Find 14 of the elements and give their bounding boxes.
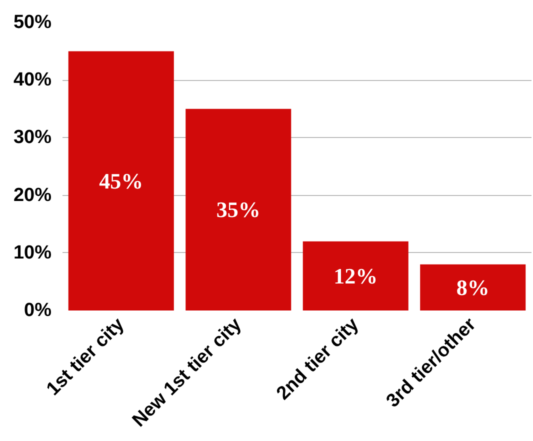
y-tick-label: 50% — [13, 12, 52, 33]
y-tick-label: 20% — [13, 184, 52, 206]
y-tick-label: 10% — [13, 242, 52, 264]
bar — [420, 264, 526, 310]
data-label: 8% — [456, 274, 490, 300]
bar — [68, 51, 174, 310]
data-label: 45% — [99, 168, 144, 194]
data-label: 35% — [216, 197, 260, 222]
y-tick-label: 0% — [24, 300, 52, 321]
bar — [186, 108, 292, 310]
bar — [302, 241, 408, 310]
data-label: 12% — [334, 263, 378, 288]
y-tick-label: 30% — [13, 127, 52, 148]
y-tick-label: 40% — [13, 70, 52, 91]
